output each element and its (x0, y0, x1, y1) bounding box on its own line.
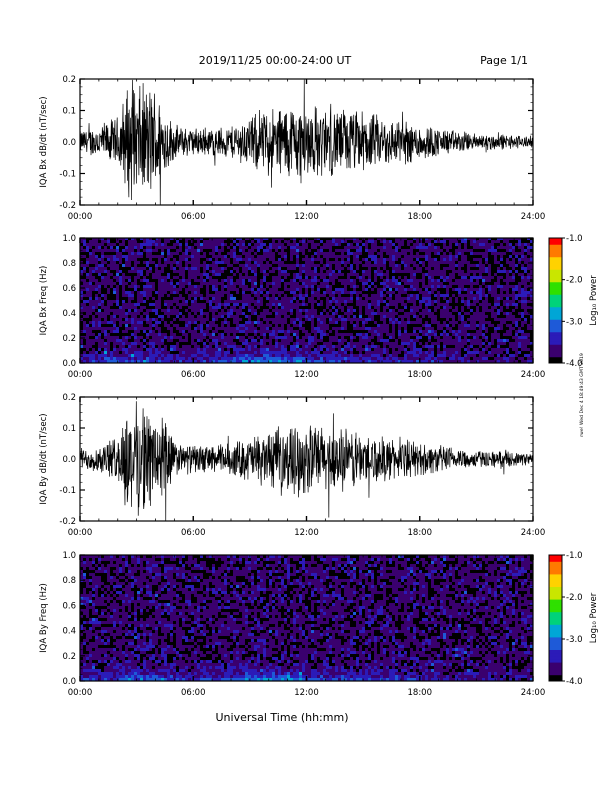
y-axis-label: IQA By dB/dt (nT/sec) (39, 413, 49, 504)
y-tick-label: 0.4 (62, 627, 76, 637)
y-axis-label: IQA By Freq (Hz) (39, 583, 49, 653)
signal-trace (80, 401, 533, 523)
x-tick-label: 24:00 (521, 370, 546, 380)
y-tick-label: 0.0 (62, 677, 76, 687)
y-tick-label: 0.6 (62, 284, 76, 294)
y-tick-label: 0.0 (62, 359, 76, 369)
y-tick-label: -0.1 (59, 486, 76, 496)
colorbar-label: Log₁₀ Power (589, 592, 599, 643)
colorbar-tick-label: -1.0 (566, 234, 583, 244)
x-tick-label: 00:00 (68, 688, 93, 698)
x-tick-label: 18:00 (408, 212, 433, 222)
colorbar-tick-label: -3.0 (566, 317, 583, 327)
y-axis-label: IQA Bx dB/dt (nT/sec) (39, 96, 49, 187)
x-tick-label: 00:00 (68, 370, 93, 380)
x-tick-label: 06:00 (181, 688, 206, 698)
spectrogram-cells (80, 555, 533, 681)
colorbar-tick-label: -4.0 (566, 677, 583, 687)
x-tick-label: 12:00 (294, 688, 319, 698)
y-tick-label: -0.2 (59, 201, 76, 211)
x-tick-label: 24:00 (521, 688, 546, 698)
y-tick-label: 0.8 (62, 259, 76, 269)
spectrogram-cells (80, 238, 533, 363)
y-tick-label: -0.1 (59, 170, 76, 180)
colorbar: -1.0 -2.0 -3.0 -4.0 Log₁₀ Power (549, 551, 599, 687)
page-indicator: Page 1/1 (480, 54, 528, 67)
x-tick-label: 12:00 (294, 212, 319, 222)
x-tick-label: 12:00 (294, 370, 319, 380)
x-axis-title: Universal Time (hh:mm) (216, 711, 349, 724)
x-tick-label: 24:00 (521, 212, 546, 222)
panels: 00:00 06:00 12:00 18:00 24:00 -0.2 -0.1 0.0 0.1 0… (39, 75, 599, 698)
x-tick-label: 18:00 (408, 370, 433, 380)
x-tick-label: 06:00 (181, 212, 206, 222)
x-tick-label: 18:00 (408, 528, 433, 538)
y-tick-label: 0.2 (62, 393, 76, 403)
colorbar-tick-label: -2.0 (566, 593, 583, 603)
y-tick-label: 0.8 (62, 576, 76, 586)
x-tick-label: 06:00 (181, 528, 206, 538)
dbdt-panel: 00:00 06:00 12:00 18:00 24:00 -0.2 -0.1 0.0 0.1 0… (39, 393, 545, 538)
y-tick-label: 0.1 (62, 424, 76, 434)
x-tick-label: 00:00 (68, 528, 93, 538)
y-tick-label: 1.0 (62, 551, 76, 561)
x-tick-label: 18:00 (408, 688, 433, 698)
y-axis-label: IQA Bx Freq (Hz) (39, 266, 49, 336)
dbdt-panel: 00:00 06:00 12:00 18:00 24:00 -0.2 -0.1 0.0 0.1 0… (39, 75, 545, 222)
x-tick-label: 12:00 (294, 528, 319, 538)
y-tick-label: 0.0 (62, 138, 76, 148)
x-tick-label: 24:00 (521, 528, 546, 538)
y-tick-label: 0.1 (62, 107, 76, 117)
y-tick-label: 0.2 (62, 334, 76, 344)
figure-title: 2019/11/25 00:00-24:00 UT (199, 54, 352, 67)
x-tick-label: 00:00 (68, 212, 93, 222)
y-tick-label: -0.2 (59, 517, 76, 527)
x-tick-label: 06:00 (181, 370, 206, 380)
y-tick-label: 0.2 (62, 75, 76, 85)
colorbar-tick-label: -3.0 (566, 635, 583, 645)
side-note: rwe! Wed Dec 4 18:49:43 GMT 2019 (579, 353, 585, 437)
y-tick-label: 0.0 (62, 455, 76, 465)
y-tick-label: 0.6 (62, 601, 76, 611)
spectrogram-panel: -1.0 -2.0 -3.0 -4.0 Log₁₀ Power 00:00 06:00 12:… (39, 551, 599, 698)
y-tick-label: 0.4 (62, 309, 76, 319)
colorbar-label: Log₁₀ Power (589, 275, 599, 326)
signal-trace (80, 80, 533, 207)
y-tick-label: 0.2 (62, 652, 76, 662)
colorbar-tick-label: -2.0 (566, 276, 583, 286)
y-tick-label: 1.0 (62, 234, 76, 244)
colorbar-tick-label: -1.0 (566, 551, 583, 561)
